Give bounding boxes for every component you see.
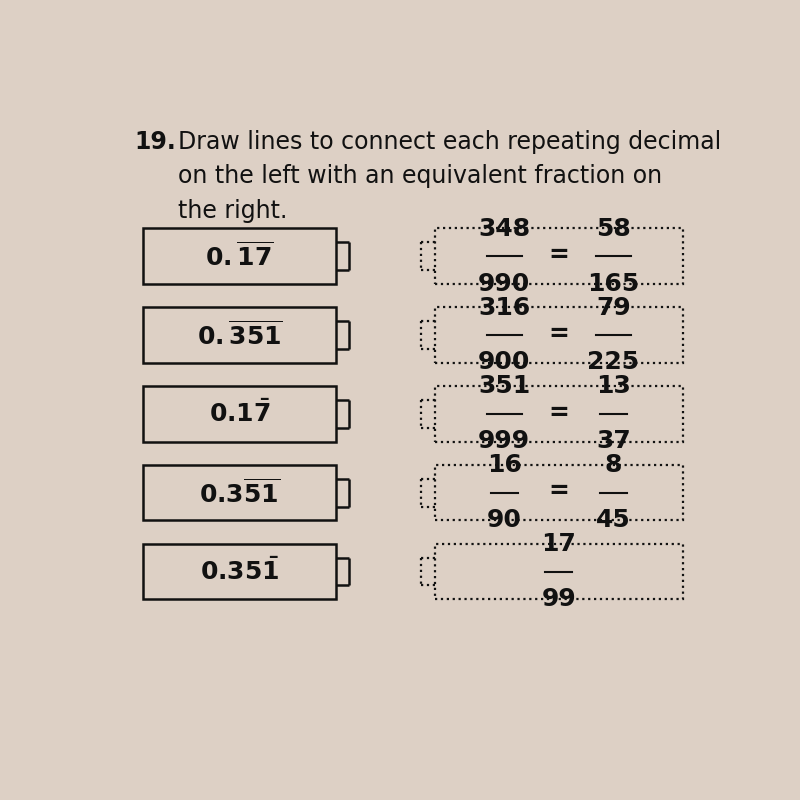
- Text: =: =: [548, 322, 570, 346]
- Bar: [435, 544, 682, 599]
- Text: 58: 58: [596, 217, 630, 241]
- Bar: [435, 386, 682, 442]
- Text: 316: 316: [478, 296, 530, 320]
- Bar: [143, 544, 336, 599]
- Text: =: =: [548, 401, 570, 425]
- Text: 90: 90: [487, 508, 522, 532]
- Text: $\mathbf{0.\overline{351}}$: $\mathbf{0.\overline{351}}$: [197, 321, 282, 350]
- Text: =: =: [548, 243, 570, 267]
- Text: 99: 99: [542, 587, 576, 611]
- Text: 13: 13: [596, 374, 630, 398]
- Bar: [435, 465, 682, 521]
- Text: 17: 17: [542, 532, 576, 556]
- Bar: [143, 229, 336, 284]
- Text: 351: 351: [478, 374, 530, 398]
- Text: 79: 79: [596, 296, 630, 320]
- Text: 8: 8: [605, 454, 622, 478]
- Bar: [143, 386, 336, 442]
- Text: 225: 225: [587, 350, 639, 374]
- Text: 999: 999: [478, 430, 530, 454]
- Text: 990: 990: [478, 271, 530, 295]
- Text: 165: 165: [587, 271, 639, 295]
- Text: 900: 900: [478, 350, 530, 374]
- Text: Draw lines to connect each repeating decimal
on the left with an equivalent frac: Draw lines to connect each repeating dec…: [178, 130, 721, 222]
- Text: 37: 37: [596, 430, 630, 454]
- Text: 348: 348: [478, 217, 530, 241]
- Text: 19.: 19.: [134, 130, 176, 154]
- Text: $\mathbf{0.\overline{17}}$: $\mathbf{0.\overline{17}}$: [206, 242, 274, 270]
- Text: $\mathbf{0.35\bar{1}}$: $\mathbf{0.35\bar{1}}$: [200, 558, 279, 585]
- Text: =: =: [548, 479, 570, 503]
- Text: 16: 16: [487, 454, 522, 478]
- Bar: [435, 229, 682, 284]
- Bar: [143, 465, 336, 521]
- Text: $\mathbf{0.1\bar{7}}$: $\mathbf{0.1\bar{7}}$: [209, 400, 270, 427]
- Bar: [143, 307, 336, 362]
- Text: $\mathbf{0.3\overline{51}}$: $\mathbf{0.3\overline{51}}$: [199, 478, 280, 507]
- Bar: [435, 307, 682, 362]
- Text: 45: 45: [596, 508, 630, 532]
